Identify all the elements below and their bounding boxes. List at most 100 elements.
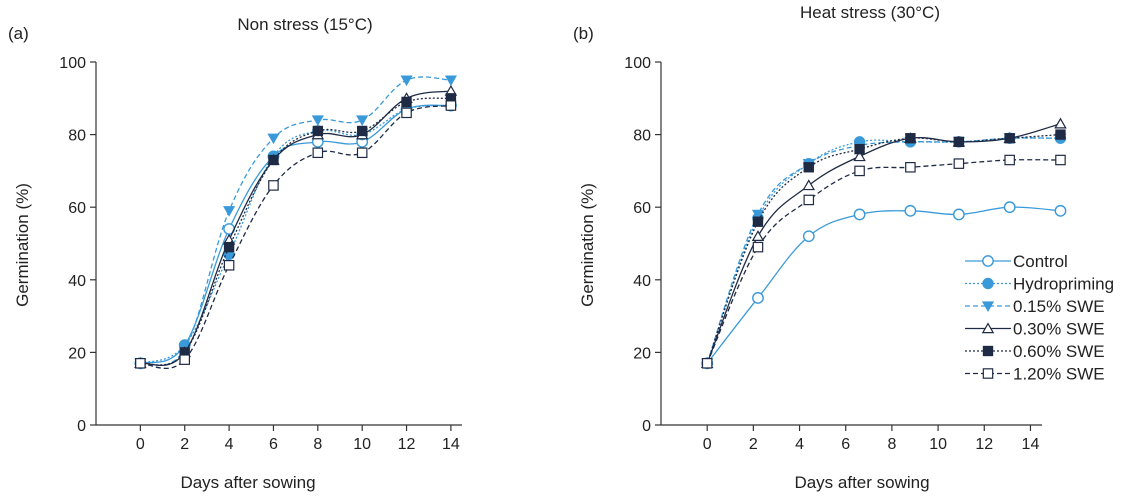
panel-b-series-control (701, 201, 1067, 370)
panel-a-series-line-0-30-swe (140, 90, 452, 367)
panel-a-series-line-0-15-swe (140, 76, 451, 366)
panel-b-data-point-0-30-swe (853, 150, 866, 162)
panel-b-data-point-control (802, 230, 815, 243)
panel-b-tag: (b) (573, 24, 594, 43)
panel-a-data-point-0-60-swe (401, 96, 412, 108)
panel-b-title: Heat stress (30°C) (800, 3, 940, 22)
legend-item-1-20-swe: 1.20% SWE (965, 365, 1105, 384)
legend-item-0-15-swe: 0.15% SWE (965, 297, 1105, 316)
legend-item-0-30-swe: 0.30% SWE (965, 320, 1105, 339)
panel-b-data-point-1-20-swe (752, 241, 764, 253)
panel-a-data-point-1-20-swe (223, 260, 235, 271)
panel-b-x-tick-label: 14 (1022, 436, 1040, 453)
panel-a-data-point-1-20-swe (312, 147, 324, 159)
panel-b-y-tick-label: 100 (624, 55, 651, 72)
panel-b-x-tick-label: 12 (975, 436, 993, 453)
panel-b-data-point-0-60-swe (854, 143, 865, 155)
panel-a-y-tick-label: 60 (68, 200, 86, 217)
panel-b-y-axis-title: Germination (%) (578, 183, 597, 307)
panel-a-series-hydropriming (134, 99, 457, 369)
panel-a-series-control (134, 99, 457, 370)
panel-a-x-tick-label: 4 (225, 436, 234, 453)
panel-a-x-tick-label: 12 (398, 436, 416, 453)
legend-swatch-marker (982, 345, 994, 357)
panel-a-x-tick-label: 14 (442, 436, 460, 453)
panel-a-data-point-1-20-swe (445, 100, 457, 111)
panel-b-data-point-0-30-swe (751, 230, 765, 241)
panel-a-data-point-0-60-swe (268, 154, 279, 166)
panel-b-series-1-20-swe (701, 154, 1066, 369)
panel-b-data-point-0-60-swe (905, 133, 916, 144)
panel-a-data-point-0-15-swe (444, 75, 457, 87)
panel-a-y-tick-label: 0 (77, 418, 86, 435)
legend-swatch-marker (982, 255, 994, 267)
panel-b-y-tick-label: 80 (633, 128, 651, 145)
legend-swatch-marker (982, 368, 994, 379)
panel-b-data-point-1-20-swe (854, 165, 865, 177)
panel-a-series-1-20-swe (135, 100, 457, 370)
panel-b-series-line-0-60-swe (706, 133, 1061, 364)
panel-a-title: Non stress (15°C) (237, 15, 372, 34)
legend-swatch-marker (981, 322, 995, 334)
legend-label: Control (1013, 252, 1068, 271)
panel-b-x-tick-label: 2 (749, 436, 758, 453)
panel-a: (a) Non stress (15°C) Germination (%) Da… (8, 15, 462, 492)
panel-a-y-tick-label: 40 (68, 273, 86, 290)
panel-b: (b) Heat stress (30°C) Germination (%) D… (573, 3, 1114, 492)
panel-b-y-tick-label: 40 (633, 273, 651, 290)
panel-a-data-point-0-15-swe (356, 115, 369, 127)
panel-b-data-point-1-20-swe (701, 358, 713, 369)
panel-b-x-tick-label: 10 (929, 436, 947, 453)
panel-b-data-point-0-60-swe (752, 216, 764, 227)
legend-label: 0.60% SWE (1013, 342, 1105, 361)
panel-b-data-point-0-60-swe (953, 136, 965, 148)
panel-b-data-point-0-15-swe (751, 209, 765, 221)
panel-a-tag: (a) (8, 24, 29, 43)
panel-a-series-line-1-20-swe (140, 104, 452, 370)
panel-a-data-point-0-15-swe (223, 206, 236, 217)
panel-a-y-tick-label: 100 (59, 55, 86, 72)
panel-a-series (134, 75, 458, 370)
panel-a-data-point-0-60-swe (312, 125, 323, 137)
panel-a-data-point-0-15-swe (311, 115, 324, 127)
panel-b-data-point-control (1054, 204, 1067, 217)
legend-label: 0.30% SWE (1013, 320, 1105, 339)
panel-b-x-tick-label: 0 (703, 436, 712, 453)
panel-b-x-tick-label: 4 (795, 436, 804, 453)
panel-a-data-point-1-20-swe (179, 354, 191, 365)
panel-a-y-tick-label: 20 (68, 345, 86, 362)
panel-a-data-point-1-20-swe (135, 358, 146, 369)
panel-a-data-point-0-60-swe (357, 125, 368, 137)
panel-b-series (700, 117, 1067, 370)
legend: Control Hydropriming 0.15% SWE 0.30% SWE 0.6… (965, 252, 1114, 384)
panel-b-data-point-control (952, 208, 965, 221)
panel-b-data-point-control (853, 208, 866, 221)
panel-b-y-tick-label: 20 (633, 345, 651, 362)
panel-b-axes: 0 20 40 60 80 100 0 2 4 6 8 10 12 14 (624, 55, 1042, 453)
panel-a-data-point-0-15-swe (267, 133, 280, 145)
panel-b-data-point-1-20-swe (803, 194, 815, 206)
panel-a-x-tick-label: 8 (313, 436, 322, 453)
panel-a-series-line-control (140, 104, 451, 364)
panel-b-data-point-0-60-swe (1004, 133, 1015, 144)
panel-b-data-point-0-60-swe (803, 162, 814, 173)
legend-label: Hydropriming (1013, 275, 1114, 294)
panel-b-data-point-1-20-swe (1055, 154, 1066, 166)
legend-item-0-60-swe: 0.60% SWE (965, 342, 1105, 361)
panel-b-x-tick-label: 6 (841, 436, 850, 453)
panel-b-data-point-0-30-swe (802, 179, 816, 191)
panel-b-data-point-control (904, 204, 917, 217)
panel-a-series-0-30-swe (134, 84, 458, 369)
panel-a-data-point-1-20-swe (356, 147, 368, 159)
panel-a-axes: 0 20 40 60 80 100 0 2 4 6 8 10 12 14 (59, 55, 462, 453)
panel-b-x-tick-label: 8 (887, 436, 896, 453)
panel-a-series-0-60-swe (135, 93, 457, 369)
panel-a-x-tick-label: 10 (353, 436, 371, 453)
legend-label: 1.20% SWE (1013, 365, 1105, 384)
panel-b-data-point-0-30-swe (1054, 117, 1067, 129)
panel-a-x-tick-label: 6 (269, 436, 278, 453)
panel-a-y-axis-title: Germination (%) (13, 183, 32, 307)
panel-a-y-tick-label: 80 (68, 128, 86, 145)
panel-b-data-point-control (1003, 201, 1016, 214)
